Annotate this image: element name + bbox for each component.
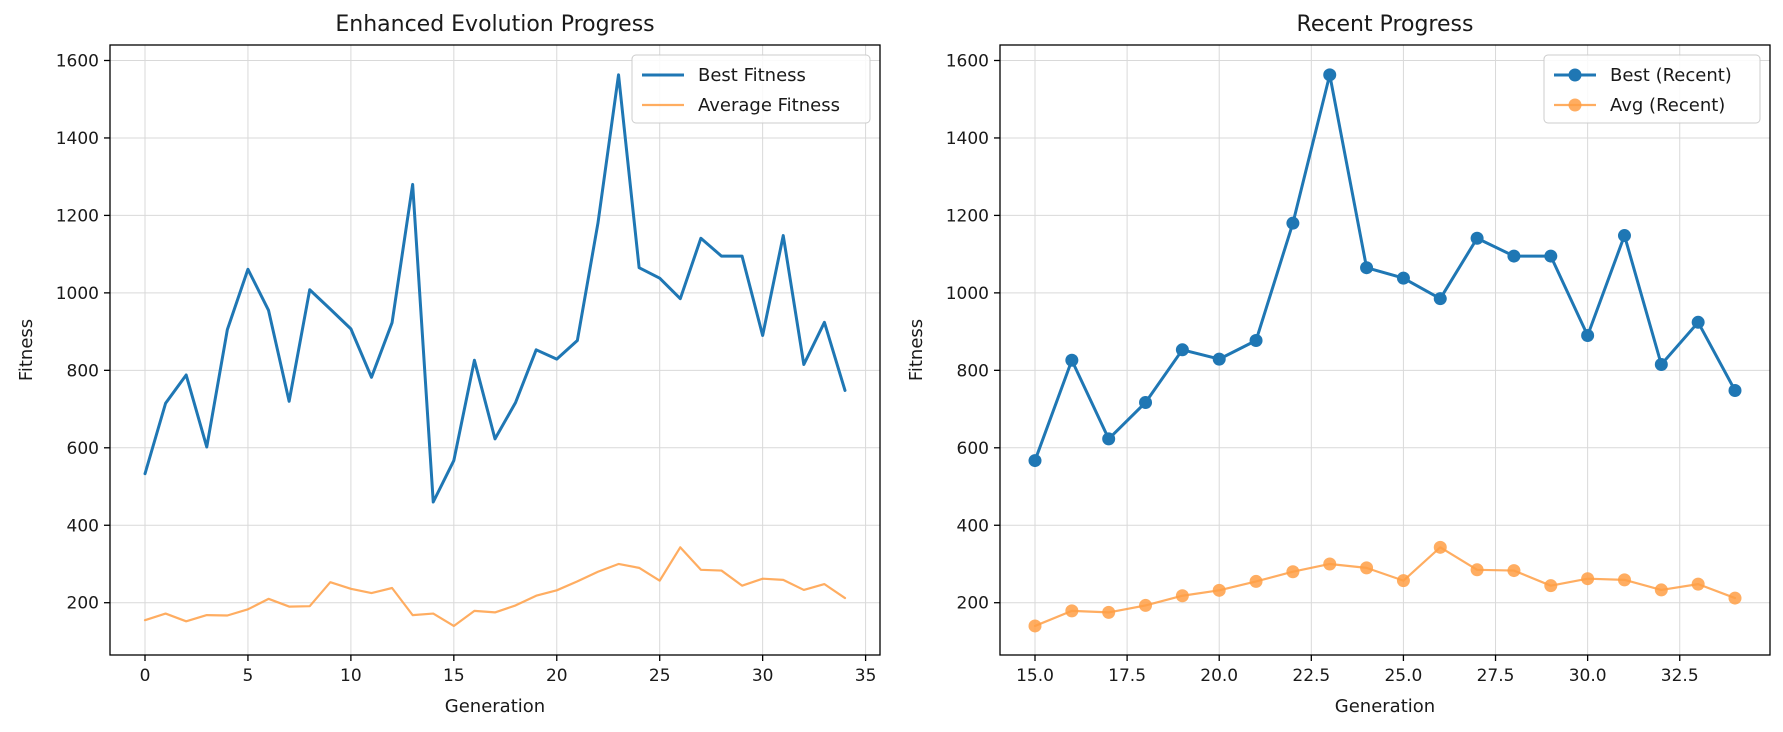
chart-title: Enhanced Evolution Progress	[335, 12, 654, 37]
y-tick-label: 200	[957, 594, 989, 614]
legend-box	[631, 54, 871, 124]
y-tick-label: 800	[957, 361, 989, 381]
plot-frame	[109, 44, 881, 656]
series-line-2	[1033, 546, 1737, 628]
data-point	[1728, 591, 1742, 605]
y-tick-label: 1000	[946, 284, 989, 304]
data-point	[1212, 352, 1226, 366]
data-point	[1065, 353, 1079, 367]
series-line-2	[143, 546, 847, 628]
x-tick-label: 10	[340, 666, 362, 686]
y-axis-label: Fitness	[906, 319, 927, 381]
data-point	[1286, 216, 1300, 230]
y-tick-label: 600	[957, 439, 989, 459]
data-point	[1249, 574, 1263, 588]
data-point	[1507, 564, 1521, 578]
x-tick-label: 22.5	[1292, 666, 1330, 686]
x-tick-label: 32.5	[1661, 666, 1699, 686]
legend-label: Best (Recent)	[1610, 65, 1732, 86]
y-tick-label: 800	[67, 361, 99, 381]
y-tick-label: 1200	[946, 206, 989, 226]
y-axis-label: Fitness	[16, 319, 37, 381]
data-point	[1507, 249, 1521, 263]
y-tick-label: 1600	[946, 51, 989, 71]
data-point	[1212, 583, 1226, 597]
data-point	[1544, 249, 1558, 263]
data-point	[1102, 605, 1116, 619]
y-tick-label: 400	[957, 516, 989, 536]
data-point	[1175, 343, 1189, 357]
chart-panel-1: 0 5 10 15 20 25 30 35 200 400 600 800 1000 1200 1400 16…	[16, 12, 881, 717]
data-point	[1175, 589, 1189, 603]
data-point	[1139, 395, 1153, 409]
x-tick-label: 20	[546, 666, 568, 686]
y-tick-label: 1400	[56, 129, 99, 149]
y-tick-label: 1400	[946, 129, 989, 149]
y-tick-label: 1200	[56, 206, 99, 226]
data-point	[1728, 383, 1742, 397]
data-point	[1028, 619, 1042, 633]
chart-panel-2: 15.0 17.5 20.0 22.5 25.0 27.5 30.0 32.5 200 400 60…	[906, 12, 1771, 717]
data-point	[1065, 604, 1079, 618]
data-point	[1249, 334, 1263, 348]
x-tick-label: 35	[855, 666, 877, 686]
data-point	[1617, 573, 1631, 587]
legend-box	[1543, 54, 1761, 124]
data-point	[1396, 574, 1410, 588]
x-axis-label: Generation	[445, 696, 545, 717]
data-point	[1360, 261, 1374, 275]
x-tick-label: 20.0	[1200, 666, 1238, 686]
x-tick-label: 15.0	[1016, 666, 1054, 686]
data-point	[1323, 68, 1337, 82]
data-point	[1433, 540, 1447, 554]
data-point	[1691, 315, 1705, 329]
plot-frame	[999, 44, 1771, 656]
data-point	[1323, 557, 1337, 571]
data-point	[1544, 579, 1558, 593]
x-tick-label: 25.0	[1384, 666, 1422, 686]
data-point	[1360, 561, 1374, 575]
data-point	[1654, 358, 1668, 372]
x-tick-label: 17.5	[1108, 666, 1146, 686]
x-tick-label: 15	[443, 666, 465, 686]
y-tick-label: 1600	[56, 51, 99, 71]
x-axis-label: Generation	[1335, 696, 1435, 717]
data-point	[1581, 328, 1595, 342]
data-point	[1691, 577, 1705, 591]
legend-swatch-marker	[1568, 98, 1582, 112]
series-line-1	[1033, 73, 1737, 463]
data-point	[1470, 231, 1484, 245]
y-tick-label: 400	[67, 516, 99, 536]
legend-label: Average Fitness	[698, 95, 840, 116]
legend-swatch-marker	[1568, 68, 1582, 82]
y-tick-label: 600	[67, 439, 99, 459]
data-point	[1581, 572, 1595, 586]
chart-title: Recent Progress	[1297, 12, 1474, 37]
data-point	[1028, 454, 1042, 468]
data-point	[1102, 432, 1116, 446]
x-tick-label: 5	[243, 666, 254, 686]
legend: Best (Recent) Avg (Recent)	[1543, 54, 1761, 124]
x-tick-label: 30	[752, 666, 774, 686]
y-tick-label: 1000	[56, 284, 99, 304]
data-point	[1139, 598, 1153, 612]
x-tick-label: 30.0	[1569, 666, 1607, 686]
data-point	[1617, 229, 1631, 243]
x-tick-label: 25	[649, 666, 671, 686]
data-point	[1433, 292, 1447, 306]
legend-label: Best Fitness	[698, 65, 806, 86]
data-point	[1654, 583, 1668, 597]
data-point	[1470, 563, 1484, 577]
data-point	[1396, 271, 1410, 285]
legend-label: Avg (Recent)	[1610, 95, 1725, 116]
data-point	[1286, 565, 1300, 579]
y-tick-label: 200	[67, 594, 99, 614]
x-tick-label: 27.5	[1477, 666, 1515, 686]
legend: Best Fitness Average Fitness	[631, 54, 871, 124]
x-tick-label: 0	[140, 666, 151, 686]
series-line-1	[143, 73, 847, 504]
